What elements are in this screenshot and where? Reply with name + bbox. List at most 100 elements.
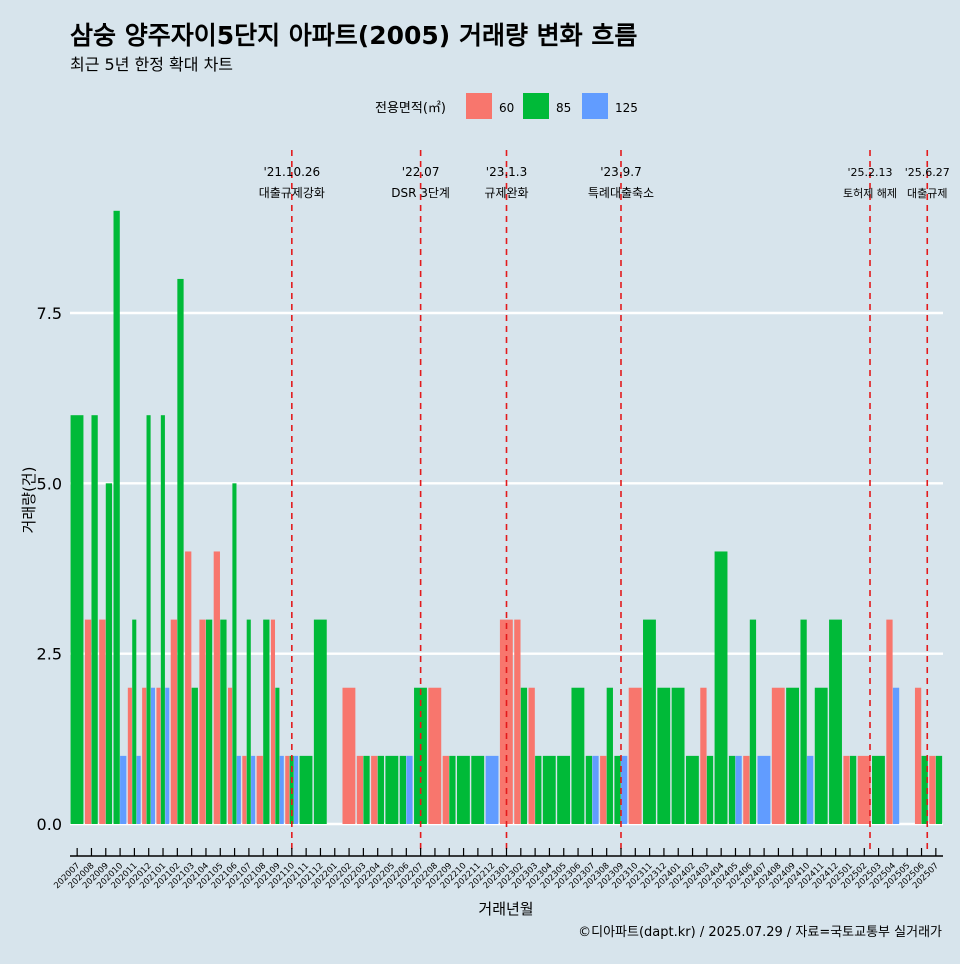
bar-85-202012 <box>146 415 151 824</box>
bar-85-202102 <box>177 278 184 824</box>
bar-125-202106 <box>236 755 241 824</box>
event-label: DSR 3단계 <box>391 186 450 200</box>
legend-label-85: 85 <box>556 101 571 115</box>
y-tick-label: 5.0 <box>37 474 62 493</box>
y-tick-label: 2.5 <box>37 645 62 664</box>
bar-85-202506 <box>921 755 928 824</box>
bar-60-202202 <box>342 687 356 824</box>
bar-60-202502 <box>857 755 871 824</box>
bar-60-202204 <box>371 755 378 824</box>
bar-125-202307 <box>592 755 599 824</box>
legend-key-125 <box>582 93 608 119</box>
bar-60-202303 <box>528 687 535 824</box>
legend-label-125: 125 <box>615 101 638 115</box>
bar-125-202011 <box>136 755 141 824</box>
bar-85-202501 <box>849 755 857 824</box>
event-label: 대출규제 <box>907 187 947 200</box>
chart-subtitle: 최근 5년 한정 확대 차트 <box>70 55 233 74</box>
bar-85-202304 <box>542 755 556 824</box>
bar-85-202404 <box>714 551 728 824</box>
bar-125-202405 <box>735 755 742 824</box>
bar-60-202209 <box>442 755 449 824</box>
bar-85-202010 <box>113 210 120 825</box>
bar-85-202008 <box>91 415 98 824</box>
bar-85-202412 <box>829 619 842 824</box>
legend-key-85 <box>523 93 549 119</box>
bar-60-202308 <box>600 755 607 824</box>
event-date: '21.10.26 <box>263 165 320 179</box>
y-tick-label: 7.5 <box>37 304 62 323</box>
bar-60-202012 <box>142 687 147 824</box>
event-date: '25.2.13 <box>848 166 893 179</box>
bar-60-202009 <box>99 619 106 824</box>
bar-60-202108 <box>256 755 263 824</box>
bar-125-202410 <box>807 755 814 824</box>
bar-125-202110 <box>294 755 299 824</box>
bar-60-202110 <box>285 755 290 824</box>
bar-85-202210 <box>456 755 470 824</box>
bar-60-202103 <box>185 551 192 824</box>
bar-60-202102 <box>170 619 178 824</box>
bar-60-202310 <box>628 687 642 824</box>
bar-85-202206 <box>399 755 407 824</box>
bar-125-202101 <box>165 687 170 824</box>
bar-85-202103 <box>191 687 198 824</box>
event-label: 규제완화 <box>484 186 528 200</box>
bar-60-202408 <box>771 687 785 824</box>
bar-60-202506 <box>914 687 922 824</box>
bar-60-202302 <box>514 619 521 824</box>
bar-60-202501 <box>843 755 850 824</box>
bar-85-202401 <box>671 687 685 824</box>
bar-85-202104 <box>205 619 213 824</box>
bar-85-202101 <box>160 415 165 824</box>
bar-60-202104 <box>199 619 206 824</box>
bar-125-202407 <box>757 755 771 824</box>
event-date: '23.1.3 <box>486 165 527 179</box>
bar-60-202109 <box>270 619 276 824</box>
bar-85-202312 <box>657 687 671 824</box>
event-label: 특례대출축소 <box>588 186 654 200</box>
bars <box>70 210 943 825</box>
bar-125-202309 <box>620 755 628 824</box>
bar-85-202305 <box>557 755 571 824</box>
bar-85-202111 <box>299 755 313 824</box>
y-axis-label: 거래량(건) <box>20 467 38 534</box>
bar-85-202308 <box>606 687 613 824</box>
bar-60-202105 <box>213 551 220 824</box>
bar-125-202107 <box>251 755 256 824</box>
event-markers: '21.10.26 대출규제강화 '22.07 DSR 3단계 '23.1.3 규제완화 '… <box>259 150 950 850</box>
bar-125-202504 <box>892 687 900 824</box>
bar-125-202212 <box>485 755 499 824</box>
legend: 전용면적(㎡) 60 85 125 <box>375 93 638 119</box>
bar-60-202106 <box>228 687 233 824</box>
bar-60-202507 <box>929 755 936 824</box>
bar-60-202406 <box>743 755 750 824</box>
bar-85-202309 <box>614 755 621 824</box>
bar-60-202403 <box>700 687 707 824</box>
bar-60-202107 <box>242 755 247 824</box>
bar-85-202112 <box>313 619 327 824</box>
bar-85-202507 <box>935 755 943 824</box>
bar-60-202504 <box>886 619 893 824</box>
bar-85-202011 <box>132 619 137 824</box>
bar-125-202010 <box>120 755 127 824</box>
bar-85-202406 <box>749 619 757 824</box>
bar-85-202403 <box>706 755 714 824</box>
x-axis-label: 거래년월 <box>478 900 533 918</box>
bar-85-202411 <box>814 687 828 824</box>
event-date: '23.9.7 <box>600 165 641 179</box>
bar-85-202409 <box>786 687 800 824</box>
bar-85-202410 <box>800 619 807 824</box>
bar-85-202306 <box>571 687 585 824</box>
chart-title: 삼숭 양주자이5단지 아파트(2005) 거래량 변화 흐름 <box>70 21 637 50</box>
bar-85-202009 <box>105 483 113 824</box>
bar-85-202211 <box>471 755 485 824</box>
bar-85-202106 <box>232 483 237 824</box>
bar-85-202205 <box>385 755 399 824</box>
bar-85-202007 <box>70 415 84 824</box>
bar-85-202107 <box>246 619 251 824</box>
bar-85-202105 <box>220 619 227 824</box>
event-date: '22.07 <box>402 165 440 179</box>
legend-key-60 <box>466 93 492 119</box>
